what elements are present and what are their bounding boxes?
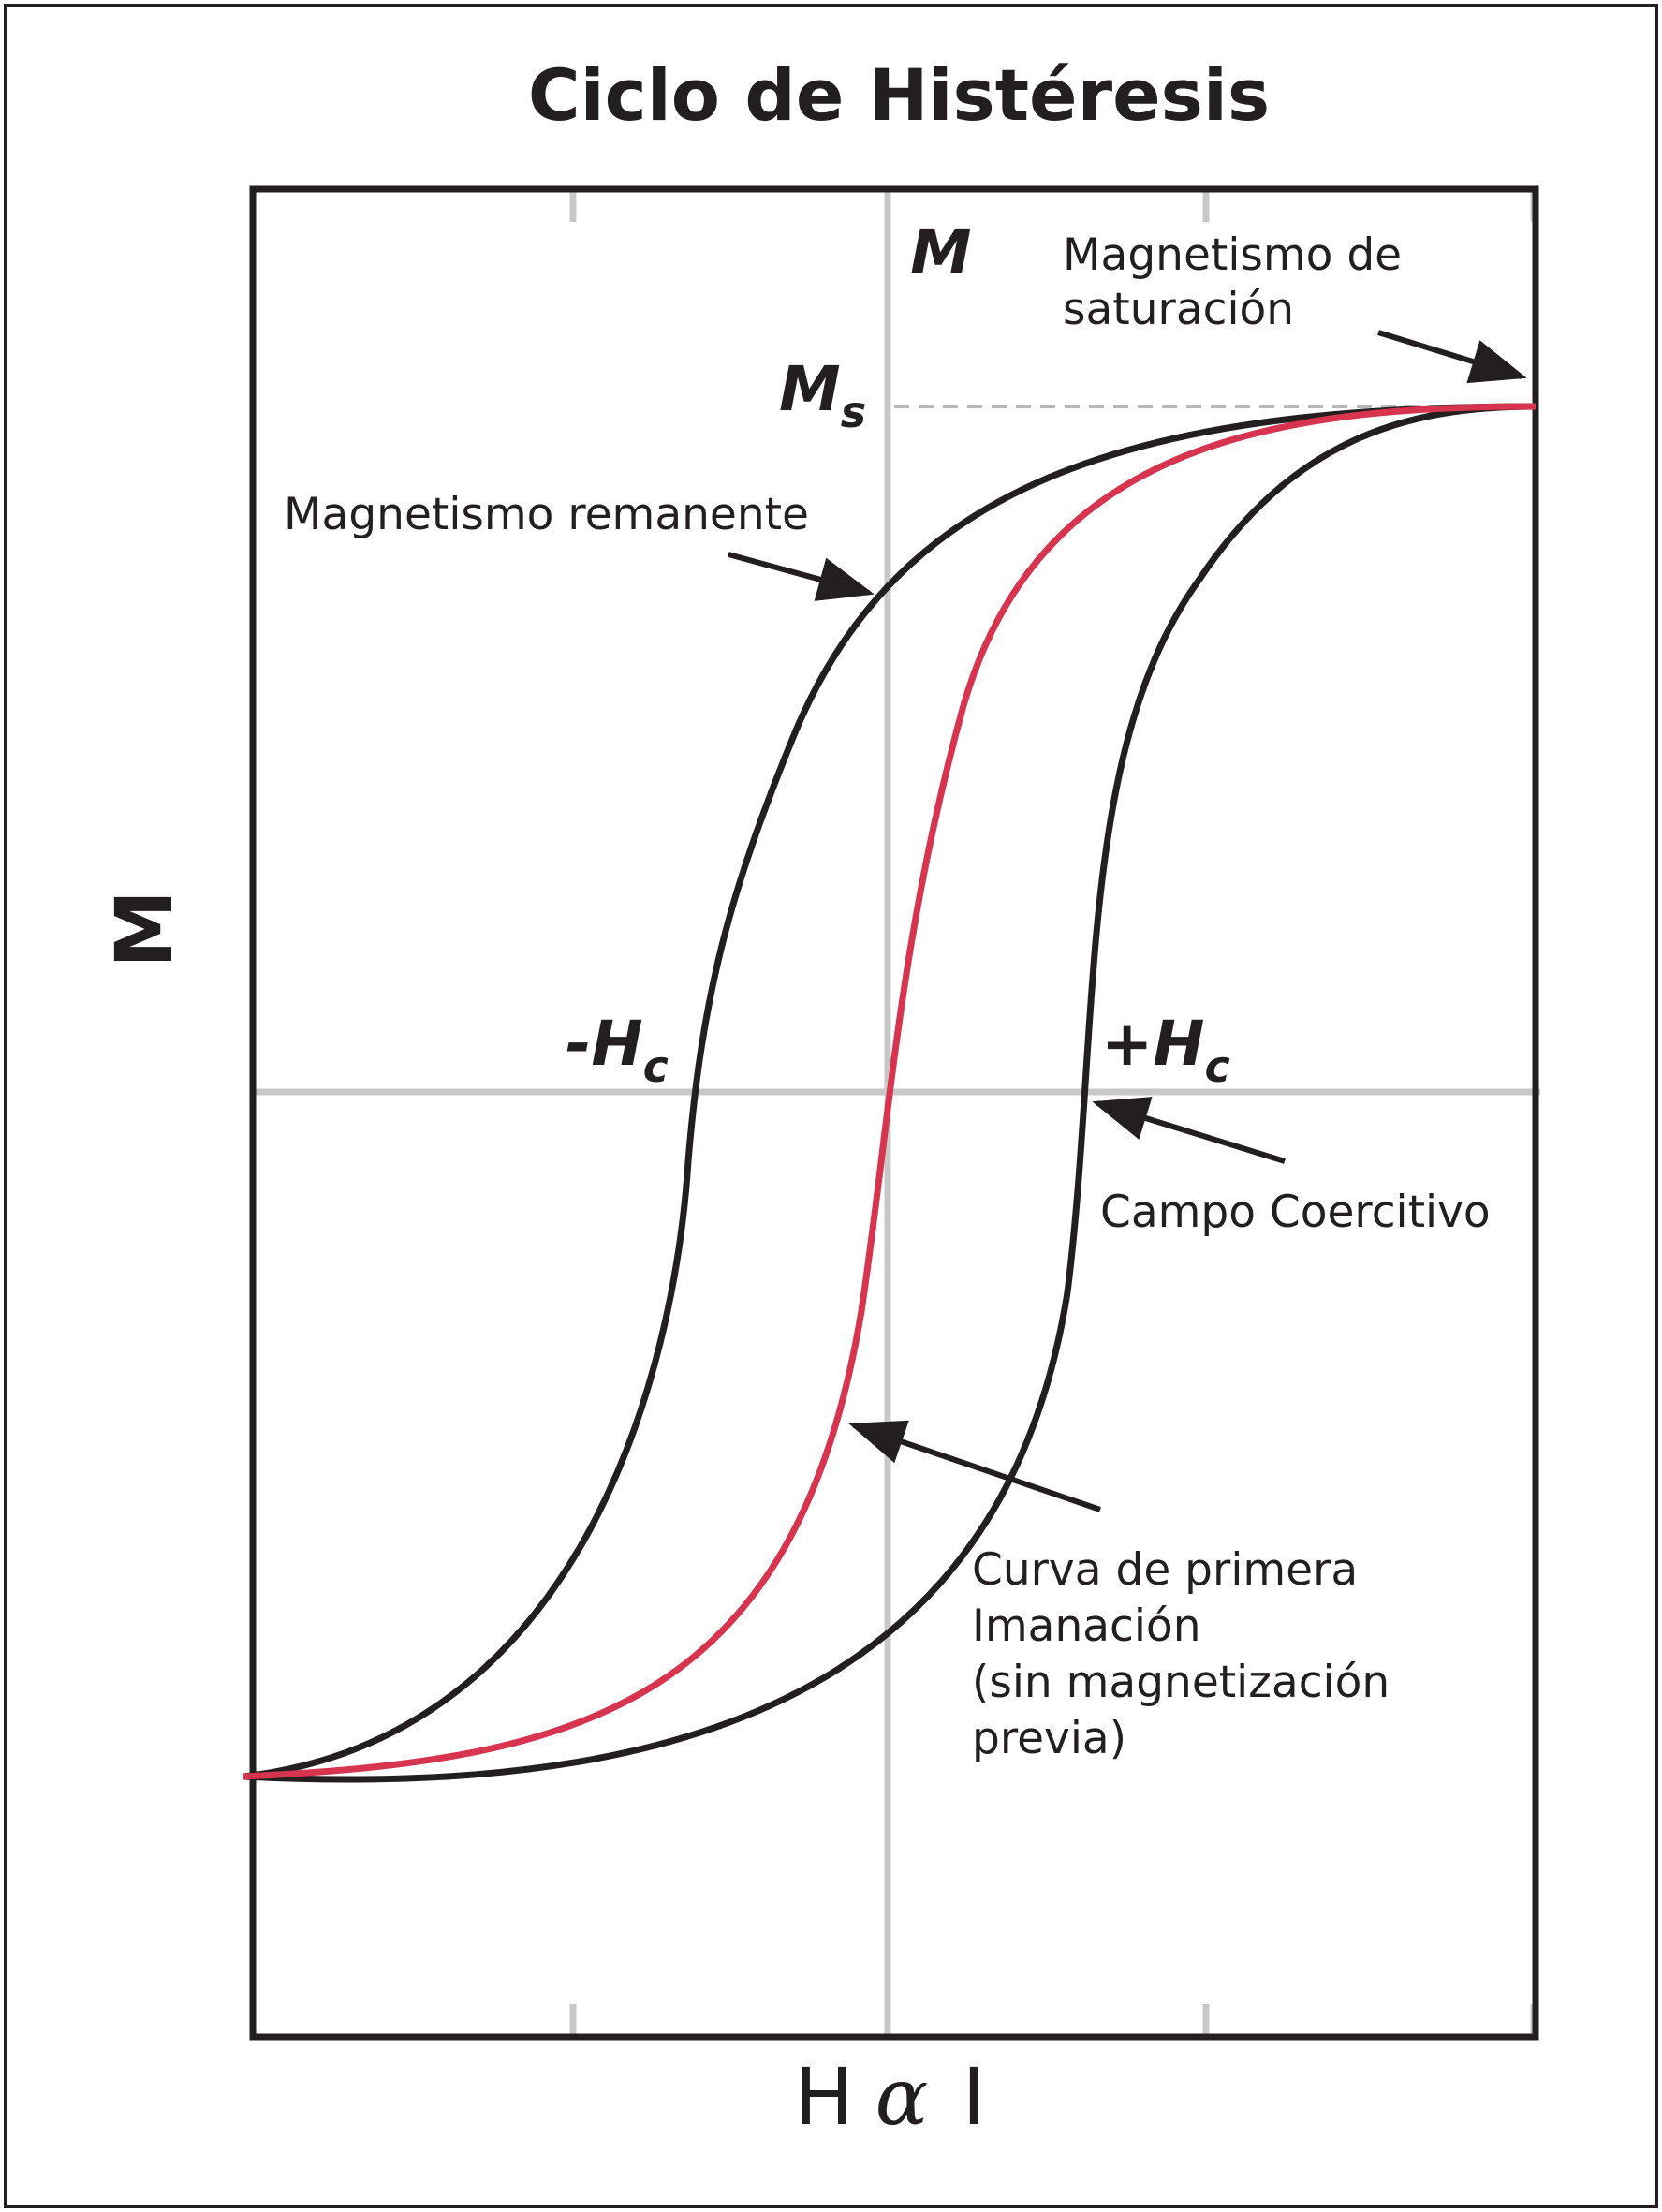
ascending-branch-curve (243, 403, 1537, 1783)
remanent-arrow (728, 552, 875, 601)
x-axis-label-h: H (794, 2051, 853, 2143)
first-magnetization-line-4: previa) (972, 1713, 1126, 1764)
negative-coercive-sub: c (643, 1041, 669, 1092)
negative-coercive-label: -Hc (566, 1008, 669, 1092)
saturation-symbol-sub: s (841, 387, 866, 437)
positive-coercive-sub: c (1205, 1041, 1230, 1092)
descending-branch-curve (243, 403, 1537, 1780)
first-magnetization-line-3: (sin magnetización (972, 1657, 1390, 1708)
saturation-annotation: Magnetismo de saturación (1063, 229, 1527, 384)
negative-coercive-base: -H (566, 1008, 643, 1080)
x-axis-label-alpha: α (875, 2051, 929, 2143)
coercive-annotation-line-1: Campo Coercitivo (1100, 1187, 1491, 1238)
plot-frame (249, 185, 1539, 2041)
coercive-annotation: Campo Coercitivo (1092, 1097, 1491, 1238)
first-magnetization-arrow (848, 1420, 1101, 1512)
diagram-title: Ciclo de Histéresis (528, 53, 1270, 137)
inner-m-axis-label: M (910, 216, 972, 288)
first-magnetization-curve (243, 403, 1537, 1780)
remanent-annotation-line-1: Magnetismo remanente (284, 489, 809, 540)
remanent-annotation: Magnetismo remanente (284, 489, 875, 601)
saturation-annotation-line-2: saturación (1063, 284, 1294, 335)
coercive-arrow (1092, 1097, 1286, 1164)
x-axis-label-i: I (963, 2051, 986, 2143)
positive-coercive-base: +H (1101, 1008, 1205, 1080)
x-axis-label: H α I (794, 2051, 985, 2143)
y-axis-label: M (98, 890, 190, 968)
saturation-arrow (1377, 330, 1527, 384)
positive-coercive-label: +Hc (1101, 1008, 1230, 1092)
outer-border (4, 4, 1658, 2208)
saturation-symbol-base: M (779, 353, 841, 425)
first-magnetization-annotation: Curva de primera Imanación (sin magnetiz… (848, 1420, 1390, 1764)
saturation-annotation-line-1: Magnetismo de (1063, 229, 1402, 281)
saturation-symbol: Ms (779, 353, 866, 437)
first-magnetization-line-2: Imanación (972, 1600, 1200, 1652)
first-magnetization-line-1: Curva de primera (972, 1544, 1358, 1596)
